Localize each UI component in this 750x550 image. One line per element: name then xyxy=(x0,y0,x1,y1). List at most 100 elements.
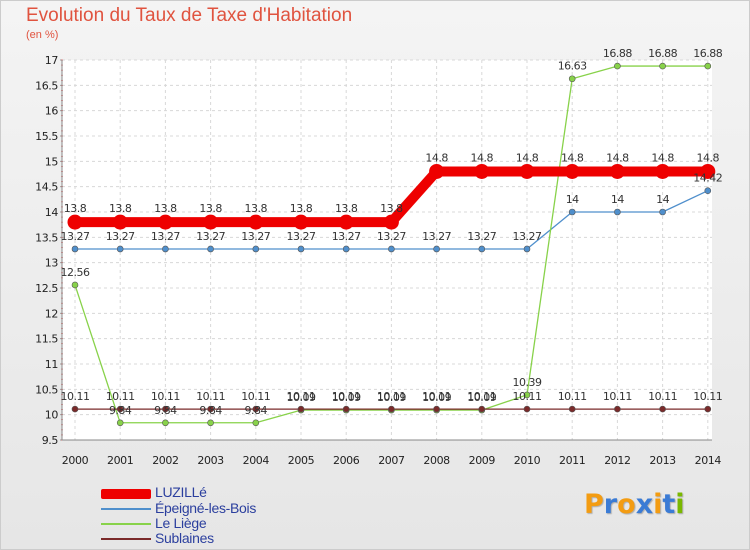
x-tick-label: 2004 xyxy=(243,454,270,467)
data-label-sublaines: 10.11 xyxy=(332,390,361,403)
x-tick-label: 2010 xyxy=(514,454,541,467)
data-label--peign-les-bois: 14 xyxy=(656,193,669,206)
data-point-sublaines xyxy=(297,405,305,413)
data-label-le-li-ge: 16.88 xyxy=(648,47,677,60)
x-tick-label: 2007 xyxy=(378,454,405,467)
logo-letter: i xyxy=(653,489,663,520)
data-point-sublaines xyxy=(388,405,395,413)
data-label-le-li-ge: 16.63 xyxy=(558,60,587,73)
data-label-luzill-: 13.8 xyxy=(109,202,132,215)
y-tick-label: 10 xyxy=(45,409,59,422)
legend-swatch-luzille xyxy=(101,489,151,499)
logo-letter: x xyxy=(635,489,654,520)
data-point-sublaines xyxy=(342,405,350,413)
data-label-le-li-ge: 9.84 xyxy=(245,404,268,417)
data-label-luzill-: 14.8 xyxy=(425,151,448,164)
data-point-le-li-ge xyxy=(523,391,531,399)
data-label--peign-les-bois: 13.27 xyxy=(467,230,496,243)
data-point-luzill- xyxy=(248,214,264,230)
logo-letter: o xyxy=(617,489,636,520)
data-point--peign-les-bois xyxy=(523,245,531,253)
data-point-le-li-ge xyxy=(71,281,79,289)
x-tick-label: 2011 xyxy=(559,454,585,467)
x-tick-label: 2012 xyxy=(604,454,630,467)
data-label-sublaines: 10.11 xyxy=(287,390,316,403)
data-point-sublaines xyxy=(207,405,214,413)
plot-area xyxy=(62,60,712,440)
data-point-luzill- xyxy=(383,214,399,230)
data-point-luzill- xyxy=(429,163,445,179)
data-point-sublaines xyxy=(252,405,260,413)
data-label--peign-les-bois: 14.42 xyxy=(693,172,722,185)
data-point-sublaines xyxy=(162,405,169,413)
data-label-le-li-ge: 10.09 xyxy=(467,391,496,404)
data-point-luzill- xyxy=(519,163,535,179)
data-label--peign-les-bois: 13.27 xyxy=(422,230,451,243)
data-label-luzill-: 13.8 xyxy=(199,202,222,215)
data-label-le-li-ge: 10.09 xyxy=(422,391,451,404)
y-tick-label: 17 xyxy=(45,54,59,67)
y-tick-label: 13.5 xyxy=(35,231,58,244)
data-point-le-li-ge xyxy=(162,419,169,427)
data-point--peign-les-bois xyxy=(388,245,395,253)
data-point--peign-les-bois xyxy=(433,245,440,253)
data-label-sublaines: 10.11 xyxy=(151,390,180,403)
data-label-luzill-: 13.8 xyxy=(245,202,268,215)
data-label-luzill-: 13.8 xyxy=(64,202,87,215)
x-tick-label: 2006 xyxy=(333,454,360,467)
data-point-sublaines xyxy=(478,405,486,413)
y-tick-label: 10.5 xyxy=(35,383,58,396)
data-label--peign-les-bois: 13.27 xyxy=(61,230,90,243)
data-point-le-li-ge xyxy=(568,75,576,83)
data-label-le-li-ge: 10.09 xyxy=(377,391,406,404)
y-tick-label: 11.5 xyxy=(35,333,58,346)
data-point-luzill- xyxy=(338,214,354,230)
y-tick-label: 15 xyxy=(45,155,59,168)
data-label--peign-les-bois: 13.27 xyxy=(196,230,225,243)
logo-letter: t xyxy=(662,489,676,520)
data-point-luzill- xyxy=(474,163,490,179)
legend-swatch-epeigne xyxy=(101,508,151,510)
data-label-le-li-ge: 9.84 xyxy=(154,404,177,417)
data-label-sublaines: 10.11 xyxy=(61,390,90,403)
chart-y-unit: (en %) xyxy=(26,29,59,41)
data-point--peign-les-bois xyxy=(342,245,350,253)
legend-label-le-liege: Le Liège xyxy=(155,515,207,531)
data-point--peign-les-bois xyxy=(252,245,260,253)
legend-swatch-sublaines xyxy=(101,538,151,540)
x-tick-label: 2009 xyxy=(469,454,496,467)
data-label-sublaines: 10.11 xyxy=(558,390,587,403)
data-point--peign-les-bois xyxy=(659,208,666,216)
data-label-le-li-ge: 12.56 xyxy=(61,266,90,279)
data-point-luzill- xyxy=(157,214,173,230)
data-label-le-li-ge: 9.84 xyxy=(199,404,222,417)
data-point-luzill- xyxy=(700,163,716,179)
x-tick-label: 2014 xyxy=(695,454,722,467)
data-label--peign-les-bois: 13.27 xyxy=(241,230,270,243)
data-point-le-li-ge xyxy=(116,419,124,427)
data-label-sublaines: 10.11 xyxy=(648,390,677,403)
data-label--peign-les-bois: 13.27 xyxy=(287,230,316,243)
data-label-le-li-ge: 9.84 xyxy=(109,404,132,417)
data-point--peign-les-bois xyxy=(478,245,486,253)
data-point-sublaines xyxy=(568,405,576,413)
x-tick-label: 2013 xyxy=(649,454,676,467)
data-point--peign-les-bois xyxy=(162,245,169,253)
data-point-luzill- xyxy=(67,214,83,230)
data-point-le-li-ge xyxy=(659,62,666,70)
data-label--peign-les-bois: 14 xyxy=(566,193,579,206)
y-tick-label: 16 xyxy=(45,105,59,118)
y-tick-label: 16.5 xyxy=(35,79,58,92)
data-point-le-li-ge xyxy=(207,419,214,427)
data-label-sublaines: 10.11 xyxy=(377,390,406,403)
x-tick-label: 2008 xyxy=(423,454,450,467)
data-point--peign-les-bois xyxy=(297,245,305,253)
data-point-sublaines xyxy=(659,405,666,413)
data-label-luzill-: 14.8 xyxy=(651,151,674,164)
x-tick-label: 2000 xyxy=(62,454,89,467)
data-point-le-li-ge xyxy=(704,62,712,70)
data-point--peign-les-bois xyxy=(116,245,124,253)
data-label-luzill-: 13.8 xyxy=(380,202,403,215)
data-point--peign-les-bois xyxy=(614,208,621,216)
data-point-sublaines xyxy=(523,405,531,413)
